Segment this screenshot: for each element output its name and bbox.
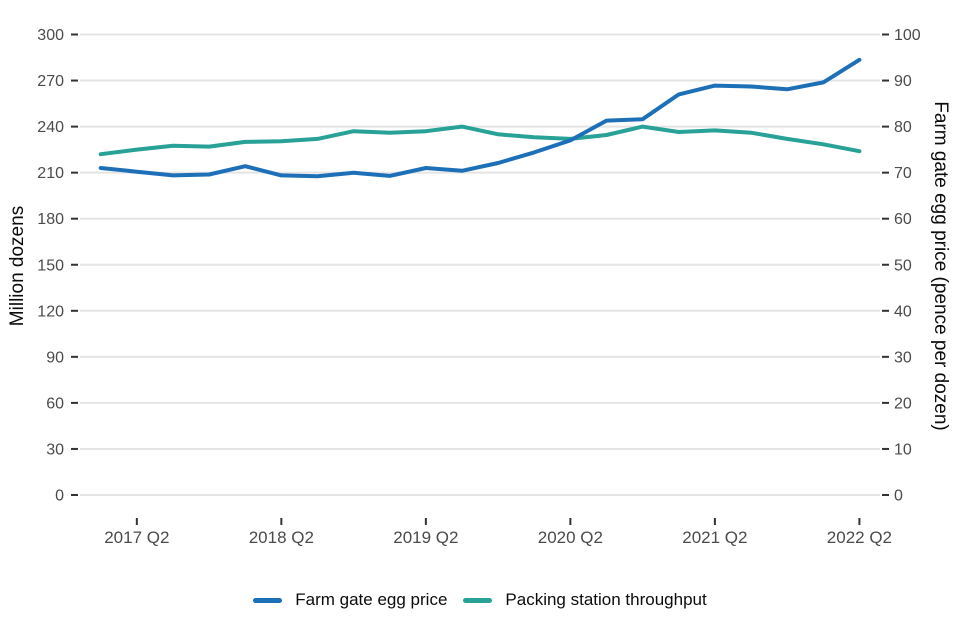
right-axis-tick-mark xyxy=(882,309,889,312)
legend-label-packing-station-throughput: Packing station throughput xyxy=(505,590,707,609)
x-axis-tick-label: 2017 Q2 xyxy=(104,528,169,547)
legend-swatch-packing-station-throughput xyxy=(463,597,493,603)
legend-item-packing-station-throughput: Packing station throughput xyxy=(463,590,707,610)
right-axis-tick-mark xyxy=(882,33,889,36)
left-axis-tick-label: 0 xyxy=(55,488,64,505)
left-axis-tick-mark xyxy=(71,171,78,174)
left-axis-tick-label: 30 xyxy=(46,441,64,458)
right-axis-tick-mark xyxy=(882,263,889,266)
left-axis-tick-mark xyxy=(71,263,78,266)
right-axis-tick-label: 30 xyxy=(894,349,912,366)
series-line-packing-station-throughput xyxy=(98,124,862,157)
x-axis-tick-mark xyxy=(858,518,861,525)
x-axis-tick-label: 2018 Q2 xyxy=(249,528,314,547)
x-axis-tick-mark xyxy=(713,518,716,525)
right-axis-title: Farm gate egg price (pence per dozen) xyxy=(930,101,951,431)
right-axis-tick-mark xyxy=(882,217,889,220)
right-axis-tick-label: 60 xyxy=(894,211,912,228)
right-axis-tick-mark xyxy=(882,171,889,174)
right-axis-tick-mark xyxy=(882,447,889,450)
right-axis-tick-mark xyxy=(882,355,889,358)
x-axis-tick-label: 2020 Q2 xyxy=(538,528,603,547)
left-axis-tick-label: 210 xyxy=(37,165,64,182)
right-axis-tick-label: 0 xyxy=(894,488,903,505)
left-axis-tick-mark xyxy=(71,217,78,220)
x-axis-tick-mark xyxy=(280,518,283,525)
x-axis-tick-label: 2019 Q2 xyxy=(393,528,458,547)
right-axis-tick-label: 80 xyxy=(894,119,912,136)
right-axis-tick-label: 10 xyxy=(894,441,912,458)
tick-marks xyxy=(71,33,889,525)
right-axis-tick-mark xyxy=(882,79,889,82)
left-axis-tick-mark xyxy=(71,79,78,82)
right-axis-tick-mark xyxy=(882,401,889,404)
x-axis-tick-label: 2022 Q2 xyxy=(827,528,892,547)
right-axis-tick-label: 50 xyxy=(894,257,912,274)
left-axis-tick-mark xyxy=(71,401,78,404)
left-axis-tick-label: 120 xyxy=(37,303,64,320)
left-axis-tick-mark xyxy=(71,125,78,128)
left-axis-tick-mark xyxy=(71,355,78,358)
gridlines xyxy=(80,33,880,496)
left-axis-tick-mark xyxy=(71,447,78,450)
left-axis-tick-label: 150 xyxy=(37,257,64,274)
x-axis-tick-mark xyxy=(135,518,138,525)
series-line-farm-gate-egg-price xyxy=(98,57,862,179)
x-axis-tick-label: 2021 Q2 xyxy=(682,528,747,547)
left-axis-tick-mark xyxy=(71,494,78,496)
tick-labels: 0 0 30 10 60 20 90 30 120 40 150 50 180 60 210 70 240 80 2… xyxy=(37,27,921,547)
x-axis-tick-mark xyxy=(569,518,572,525)
left-axis-tick-label: 180 xyxy=(37,211,64,228)
left-axis-tick-mark xyxy=(71,33,78,36)
left-axis-tick-label: 240 xyxy=(37,119,64,136)
right-axis-tick-label: 40 xyxy=(894,303,912,320)
legend-item-farm-gate-egg-price: Farm gate egg price xyxy=(253,590,447,610)
x-axis-tick-mark xyxy=(424,518,427,525)
right-axis-tick-mark xyxy=(882,494,889,496)
right-axis-tick-label: 20 xyxy=(894,395,912,412)
legend: Farm gate egg price Packing station thro… xyxy=(0,586,960,614)
left-axis-title: Million dozens xyxy=(7,206,28,326)
left-axis-tick-label: 60 xyxy=(46,395,64,412)
right-axis-tick-label: 90 xyxy=(894,73,912,90)
left-axis-tick-label: 300 xyxy=(37,27,64,44)
legend-label-farm-gate-egg-price: Farm gate egg price xyxy=(295,590,448,609)
right-axis-tick-label: 70 xyxy=(894,165,912,182)
right-axis-tick-mark xyxy=(882,125,889,128)
legend-swatch-farm-gate-egg-price xyxy=(253,597,283,603)
left-axis-tick-mark xyxy=(71,309,78,312)
left-axis-tick-label: 90 xyxy=(46,349,64,366)
left-axis-tick-label: 270 xyxy=(37,73,64,90)
series-lines xyxy=(98,57,862,179)
plot-area: 0 0 30 10 60 20 90 30 120 40 150 50 180 60 210 70 240 80 2… xyxy=(7,27,951,547)
right-axis-tick-label: 100 xyxy=(894,27,921,44)
